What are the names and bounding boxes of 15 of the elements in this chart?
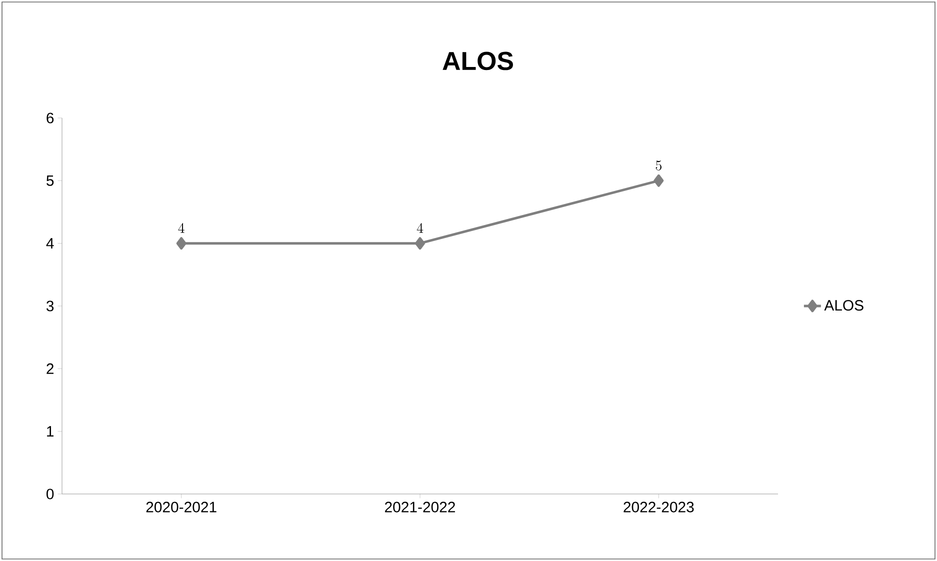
y-tick-label: 1 bbox=[47, 426, 54, 436]
chart-title: ALOS bbox=[442, 52, 513, 70]
y-tick-label: 6 bbox=[46, 112, 54, 124]
y-tick-label: 4 bbox=[46, 238, 54, 248]
data-label: 5 bbox=[656, 160, 662, 170]
x-tick-label: 2022-2023 bbox=[624, 502, 694, 512]
legend-label: ALOS bbox=[824, 300, 864, 311]
y-tick-label: 3 bbox=[46, 300, 54, 312]
y-tick-label: 2 bbox=[46, 363, 54, 374]
y-tick-label: 5 bbox=[46, 175, 54, 186]
y-tick-label: 0 bbox=[46, 488, 54, 500]
x-tick-label: 2020-2021 bbox=[146, 502, 216, 512]
data-label: 4 bbox=[178, 223, 184, 233]
data-label: 4 bbox=[416, 223, 424, 233]
x-tick-label: 2021-2022 bbox=[385, 502, 455, 512]
